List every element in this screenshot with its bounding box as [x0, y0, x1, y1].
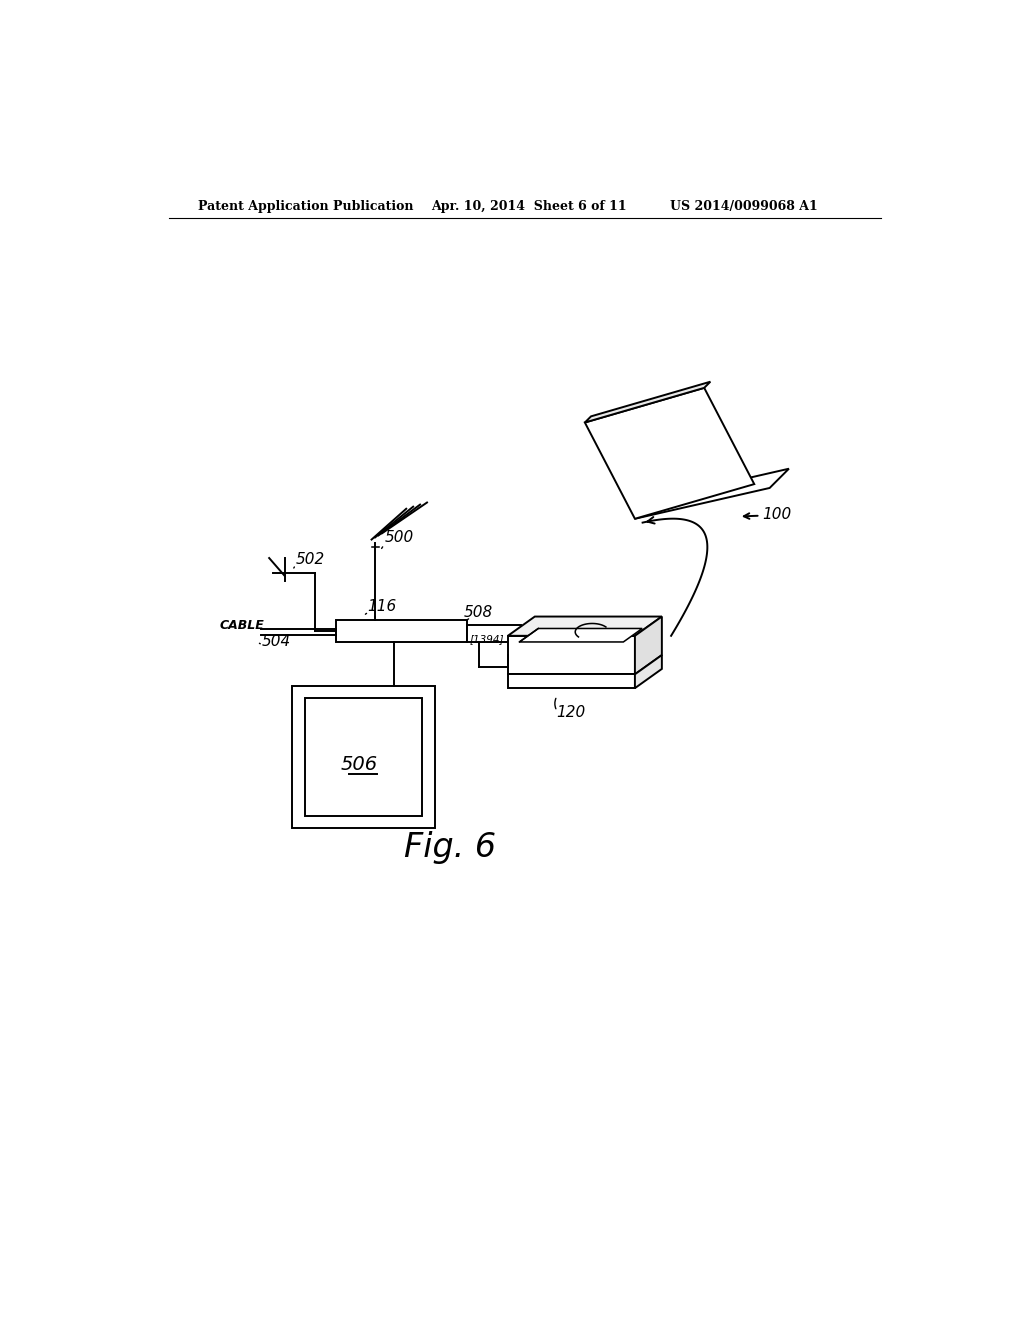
Text: [1394]: [1394] — [469, 634, 504, 644]
Text: CABLE: CABLE — [219, 619, 264, 631]
Text: 100: 100 — [762, 507, 792, 523]
Polygon shape — [635, 469, 788, 519]
Text: 504: 504 — [261, 634, 291, 649]
Text: 116: 116 — [368, 599, 397, 614]
Bar — [336, 620, 467, 642]
Text: 502: 502 — [296, 552, 326, 568]
Text: Patent Application Publication: Patent Application Publication — [199, 199, 414, 213]
Polygon shape — [585, 388, 755, 519]
Bar — [467, 626, 521, 642]
Text: 120: 120 — [556, 705, 586, 721]
Polygon shape — [635, 655, 662, 688]
Text: 508: 508 — [463, 606, 493, 620]
Polygon shape — [508, 675, 635, 688]
Polygon shape — [508, 616, 662, 636]
Polygon shape — [635, 616, 662, 675]
Polygon shape — [508, 636, 635, 675]
Text: 500: 500 — [385, 529, 414, 545]
Bar — [292, 686, 435, 829]
Polygon shape — [585, 381, 711, 422]
Text: Fig. 6: Fig. 6 — [403, 832, 496, 865]
Text: Apr. 10, 2014  Sheet 6 of 11: Apr. 10, 2014 Sheet 6 of 11 — [431, 199, 627, 213]
Polygon shape — [519, 628, 642, 642]
Text: 506: 506 — [341, 755, 378, 774]
Text: US 2014/0099068 A1: US 2014/0099068 A1 — [670, 199, 817, 213]
Bar — [304, 698, 422, 816]
